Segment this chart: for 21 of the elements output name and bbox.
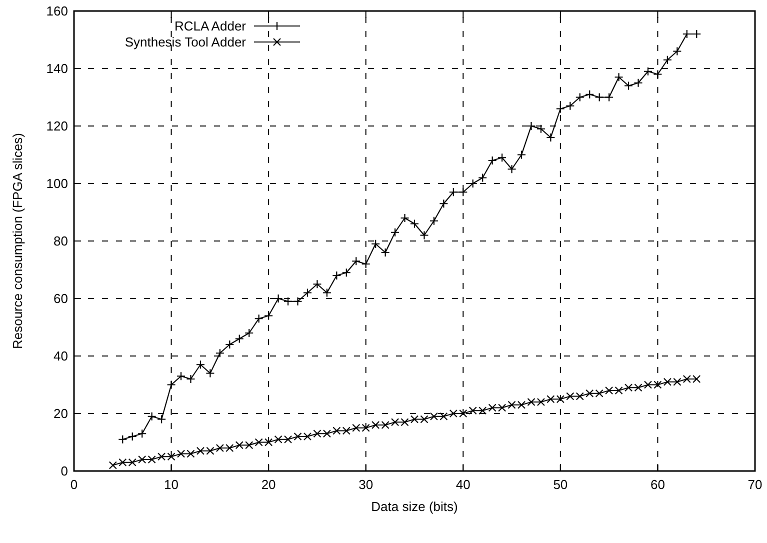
legend-label: RCLA Adder <box>174 18 247 34</box>
y-tick-label: 60 <box>54 291 68 306</box>
x-tick-label: 60 <box>650 477 665 492</box>
y-tick-label: 140 <box>46 61 68 76</box>
y-tick-label: 0 <box>60 464 68 478</box>
y-tick-label: 100 <box>46 176 68 191</box>
x-tick-label: 40 <box>456 477 470 492</box>
x-tick-label: 20 <box>261 477 276 492</box>
y-tick-label: 120 <box>46 118 68 134</box>
x-tick-label: 50 <box>553 477 568 492</box>
legend-label: Synthesis Tool Adder <box>124 34 247 50</box>
x-tick-label: 70 <box>748 477 762 492</box>
x-tick-label: 30 <box>358 477 374 492</box>
y-tick-label: 20 <box>54 406 68 421</box>
y-axis-title: Resource consumption (FPGA slices) <box>10 132 25 350</box>
y-tick-label: 40 <box>54 348 68 364</box>
y-tick-label: 80 <box>54 234 68 248</box>
x-tick-label: 10 <box>164 477 179 492</box>
y-tick-label: 160 <box>46 4 68 18</box>
x-tick-label: 0 <box>70 477 78 492</box>
x-axis-title: Data size (bits) <box>371 499 458 514</box>
